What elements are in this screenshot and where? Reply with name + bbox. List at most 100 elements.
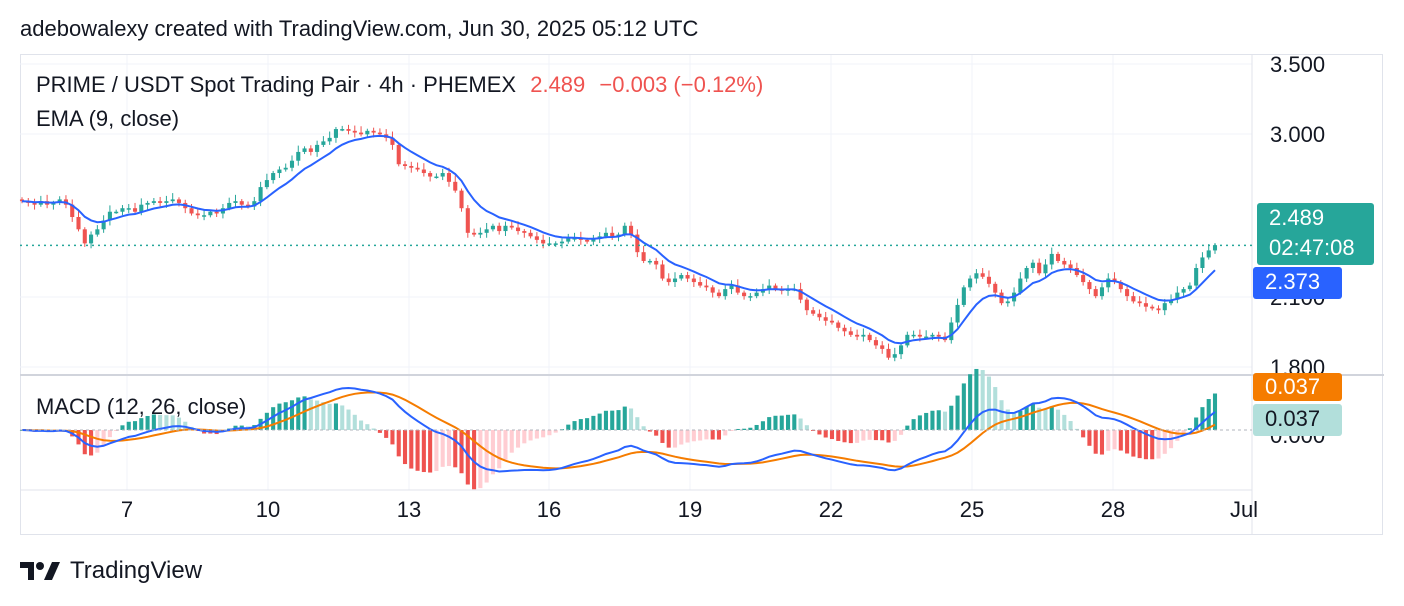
macd-histogram-bar: [968, 374, 973, 430]
macd-histogram-bar: [333, 403, 338, 430]
candle-body: [1087, 282, 1092, 290]
macd-histogram-bar: [767, 417, 772, 430]
candle-body: [1125, 289, 1130, 297]
macd-histogram-bar: [647, 430, 652, 432]
x-tick-label: 7: [121, 497, 133, 522]
macd-histogram-bar: [773, 415, 778, 430]
candle-body: [132, 208, 138, 212]
candle-body: [679, 275, 684, 279]
candle-body: [660, 264, 665, 279]
candle-body: [478, 232, 483, 235]
candle-body: [1212, 245, 1218, 251]
candle-body: [836, 322, 841, 328]
x-tick-label: 10: [256, 497, 280, 522]
ema-badge: 2.373: [1253, 267, 1342, 299]
candle-body: [961, 287, 966, 305]
macd-histogram-bar: [1093, 430, 1098, 454]
macd-histogram-bar: [1099, 430, 1105, 455]
macd-histogram-bar: [534, 430, 539, 439]
macd-histogram-bar: [302, 396, 307, 430]
candle-body: [1005, 301, 1010, 304]
candle-body: [968, 278, 973, 288]
candle-body: [170, 199, 175, 202]
candle-body: [936, 334, 941, 337]
candle-body: [82, 229, 87, 244]
candle-body: [610, 232, 615, 237]
macd-histogram-bar: [672, 430, 678, 448]
candle-body: [289, 160, 295, 168]
candle-body: [955, 304, 960, 323]
macd-histogram-bar: [691, 430, 696, 442]
candle-body: [1206, 250, 1211, 258]
candle-body: [522, 231, 527, 233]
candle-body: [321, 141, 326, 145]
macd-histogram-bar: [409, 430, 414, 469]
candle-body: [352, 130, 357, 133]
candle-body: [924, 336, 929, 339]
macd-histogram-bar: [522, 430, 527, 444]
candle-body: [1093, 289, 1098, 297]
candle-body: [1194, 268, 1199, 286]
macd-histogram-bar: [151, 414, 156, 430]
candle-body: [528, 232, 533, 237]
macd-histogram-bar: [1162, 430, 1167, 454]
candle-body: [202, 215, 207, 217]
macd-histogram-bar: [848, 430, 853, 444]
macd-histogram-bar: [597, 413, 602, 430]
macd-histogram-bar: [917, 415, 922, 430]
tradingview-logo-icon: [20, 562, 60, 580]
candle-body: [855, 334, 860, 337]
macd-histogram-bar: [528, 430, 533, 441]
candle-body: [829, 320, 835, 323]
macd-histogram-bar: [723, 430, 728, 436]
candle-body: [195, 213, 200, 216]
macd-histogram-bar: [999, 400, 1004, 430]
candle-body: [459, 190, 464, 209]
macd-histogram-bar: [804, 425, 809, 430]
macd-histogram-bar: [704, 430, 709, 440]
candle-body: [911, 334, 916, 337]
candle-body: [735, 285, 740, 293]
candle-body: [1143, 303, 1148, 307]
candle-body: [710, 287, 715, 293]
macd-histogram-bar: [478, 430, 483, 489]
candle-body: [1175, 292, 1180, 300]
candle-body: [629, 225, 634, 235]
macd-histogram-bar: [836, 430, 841, 441]
candle-body: [622, 225, 627, 235]
macd-histogram-bar: [641, 426, 646, 430]
candle-body: [315, 144, 320, 152]
macd-histogram-bar: [1062, 414, 1067, 430]
macd-histogram-bar: [905, 425, 910, 430]
macd-histogram-bar: [176, 417, 182, 430]
candle-body: [534, 236, 539, 240]
footer-brand-label: TradingView: [70, 557, 203, 584]
macd-histogram-bar: [1037, 407, 1042, 430]
candle-body: [949, 322, 954, 341]
candle-body: [158, 201, 163, 203]
macd-histogram-bar: [1131, 430, 1136, 457]
candle-body: [126, 208, 131, 210]
candle-body: [811, 310, 816, 314]
footer-brand[interactable]: TradingView: [20, 557, 202, 585]
candle-body: [145, 202, 150, 205]
macd-histogram-bar: [760, 421, 765, 430]
macd-histogram-bar: [509, 430, 514, 453]
macd-histogram-bar: [855, 430, 860, 443]
macd-histogram-bar: [327, 403, 332, 430]
macd-histogram-bar: [490, 430, 495, 475]
macd-histogram-bar: [735, 428, 740, 430]
candle-body: [1081, 275, 1086, 283]
macd-histogram-bar: [779, 415, 784, 430]
macd-histogram-bar: [1112, 430, 1117, 450]
candle-body: [1200, 257, 1205, 268]
macd-histogram-bar: [396, 430, 401, 457]
candle-body: [930, 334, 935, 337]
macd-histogram-bar: [817, 430, 822, 435]
x-tick-label: 13: [397, 497, 421, 522]
macd-histogram-bar: [377, 430, 382, 433]
candle-body: [729, 285, 734, 290]
macd-histogram-bar: [698, 430, 703, 441]
candle-body: [446, 173, 452, 182]
